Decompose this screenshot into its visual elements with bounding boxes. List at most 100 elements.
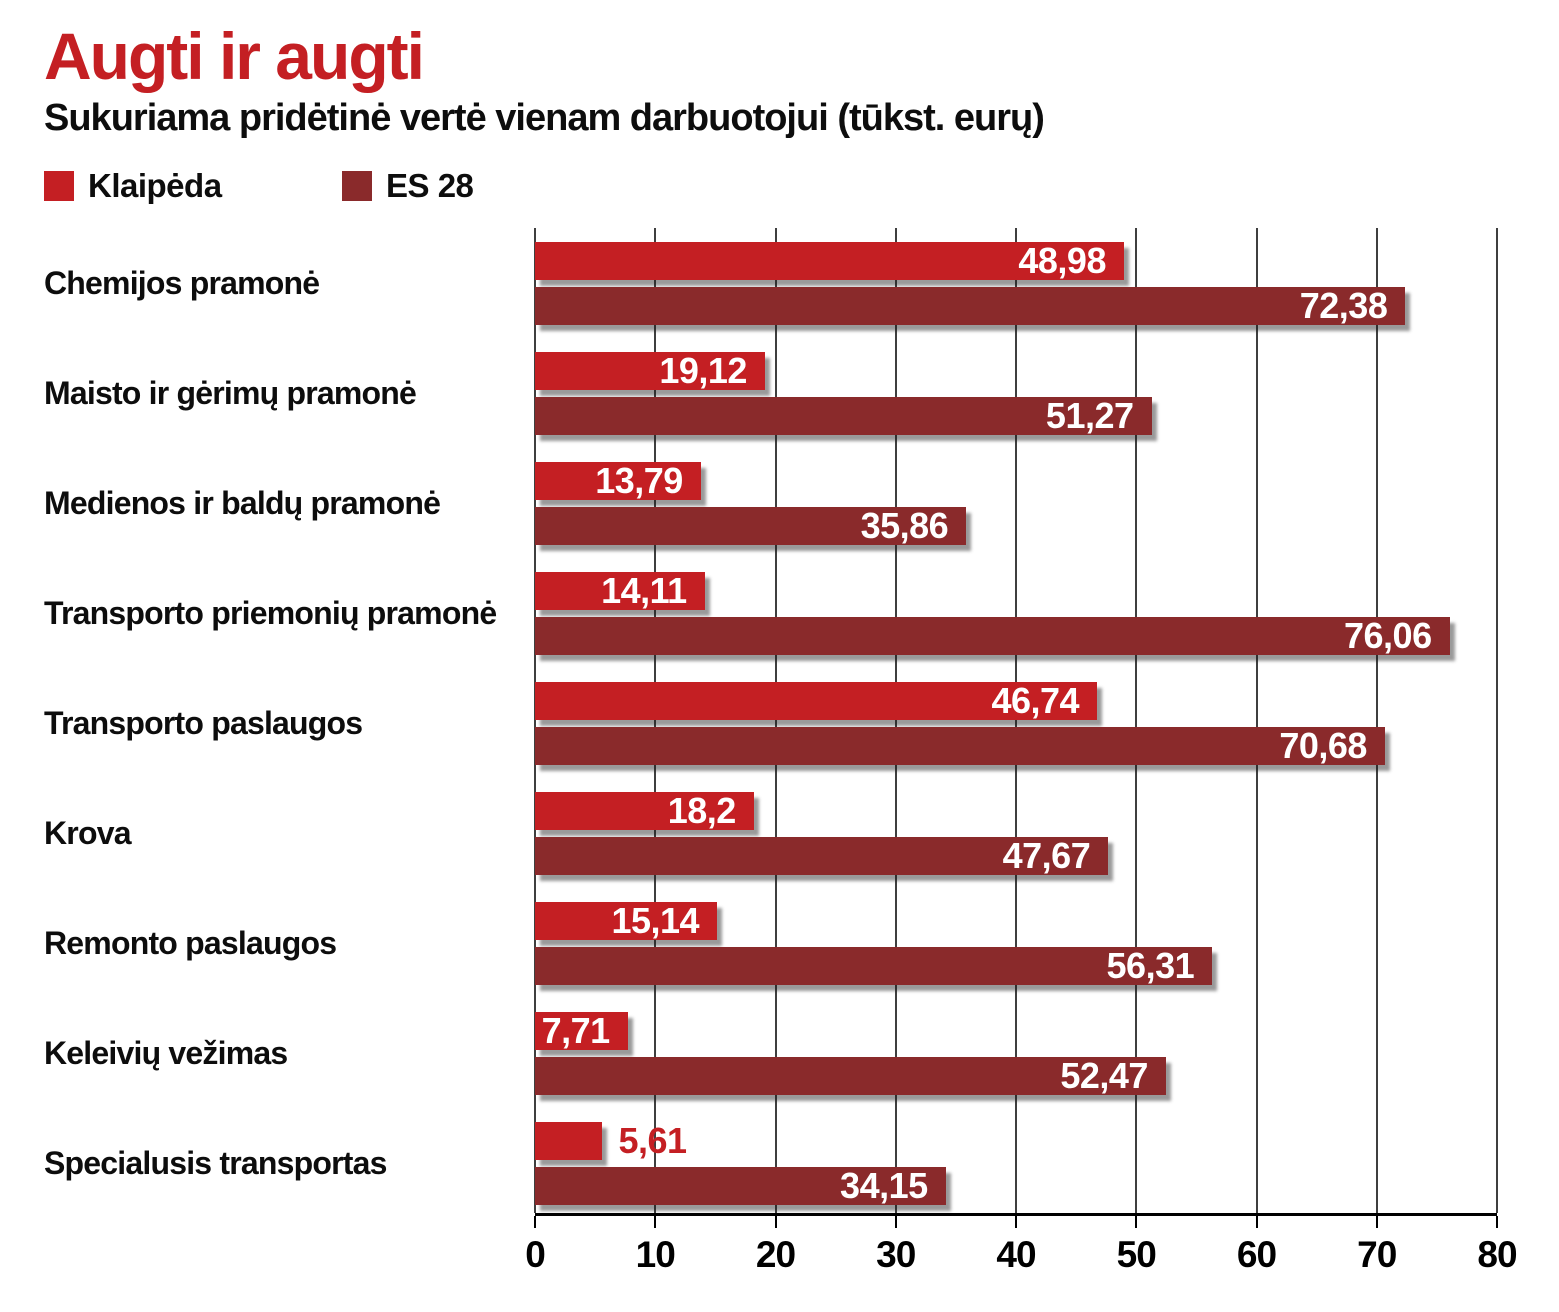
axis-tick bbox=[654, 1215, 657, 1228]
category-label-cell: Specialusis transportas bbox=[44, 1122, 535, 1205]
page-title: Augti ir augti bbox=[44, 19, 425, 93]
bar-value-label: 13,79 bbox=[595, 459, 683, 501]
bar-pair-row: 48,98 72,38 bbox=[535, 239, 1497, 326]
x-axis bbox=[534, 1212, 1498, 1228]
bar-pair-row: 5,61 34,15 bbox=[535, 1121, 1497, 1206]
category-label-cell: Transporto paslaugos bbox=[44, 682, 535, 792]
category-label-cell: Transporto priemonių pramonė bbox=[44, 572, 535, 682]
bar-track: 56,31 bbox=[535, 944, 1497, 986]
bar-track: 48,98 bbox=[535, 239, 1497, 281]
bar-track: 35,86 bbox=[535, 504, 1497, 546]
bar-pair-row: 14,11 76,06 bbox=[535, 569, 1497, 656]
bar-value-label: 15,14 bbox=[611, 899, 700, 941]
legend-item: ES 28 bbox=[342, 167, 640, 205]
axis-tick bbox=[1135, 1215, 1138, 1228]
bar-track: 5,61 bbox=[535, 1121, 1497, 1160]
bar-track: 51,27 bbox=[535, 394, 1497, 436]
klaipeda-bar: 46,74 bbox=[535, 679, 1098, 721]
bar-pair-row: 13,79 35,86 bbox=[535, 459, 1497, 546]
axis-tick-label: 40 bbox=[996, 1233, 1036, 1275]
plot-column: 48,98 72,38 19,12 51,27 13,79 35,86 14,11 76,06… bbox=[525, 227, 1518, 1286]
axis-tick bbox=[534, 1215, 536, 1228]
bar-track: 13,79 bbox=[535, 459, 1497, 501]
bar-track: 7,71 bbox=[535, 1010, 1497, 1051]
gridline bbox=[1135, 227, 1138, 1213]
bar-value-label: 72,38 bbox=[1299, 284, 1388, 326]
category-label-cell: Chemijos pramonė bbox=[44, 242, 535, 352]
axis-tick bbox=[1375, 1215, 1378, 1228]
gridline bbox=[1496, 227, 1498, 1213]
category-label: Specialusis transportas bbox=[44, 1144, 387, 1181]
bar-track: 15,14 bbox=[535, 899, 1497, 941]
bar-value-label: 35,86 bbox=[860, 504, 949, 546]
bar-value-label: 18,2 bbox=[667, 789, 737, 831]
es28-bar: 72,38 bbox=[535, 284, 1406, 326]
category-label-cell: Medienos ir baldų pramonė bbox=[44, 462, 535, 572]
gridline bbox=[654, 227, 657, 1213]
es28-bar: 76,06 bbox=[535, 614, 1450, 656]
klaipeda-bar: 48,98 bbox=[535, 239, 1124, 281]
bar-value-label: 48,98 bbox=[1018, 239, 1106, 281]
bar-rows: 48,98 72,38 19,12 51,27 13,79 35,86 14,11 76,06… bbox=[535, 239, 1497, 1206]
gridline bbox=[774, 227, 777, 1213]
bar-value-label: 51,27 bbox=[1045, 394, 1134, 436]
es28-bar: 52,47 bbox=[535, 1054, 1166, 1096]
bar-track: 19,12 bbox=[535, 349, 1497, 391]
bar-value-label: 70,68 bbox=[1279, 724, 1367, 766]
legend-label: Klaipėda bbox=[88, 166, 222, 204]
bar-pair-row: 18,2 47,67 bbox=[535, 789, 1497, 876]
bar-value-label: 52,47 bbox=[1060, 1054, 1148, 1096]
bar-track: 52,47 bbox=[535, 1054, 1497, 1096]
klaipeda-bar: 18,2 bbox=[535, 789, 754, 831]
bar-pair-row: 7,71 52,47 bbox=[535, 1010, 1497, 1096]
category-label: Medienos ir baldų pramonė bbox=[44, 484, 441, 521]
axis-tick bbox=[1255, 1215, 1258, 1228]
axis-tick bbox=[1496, 1215, 1498, 1228]
bar-track: 70,68 bbox=[535, 724, 1497, 766]
klaipeda-bar: 7,71 bbox=[535, 1010, 628, 1051]
legend-label: ES 28 bbox=[386, 166, 474, 204]
category-label: Transporto priemonių pramonė bbox=[44, 594, 497, 631]
bar-pair-row: 15,14 56,31 bbox=[535, 899, 1497, 986]
category-label: Keleivių vežimas bbox=[44, 1034, 288, 1071]
category-label: Krova bbox=[44, 814, 132, 851]
category-label: Remonto paslaugos bbox=[44, 924, 337, 961]
category-label-cell: Maisto ir gėrimų pramonė bbox=[44, 352, 535, 462]
bar-chart: Chemijos pramonė Maisto ir gėrimų pramonė… bbox=[44, 227, 1559, 1286]
bar-value-label: 56,31 bbox=[1106, 944, 1195, 986]
plot-area: 48,98 72,38 19,12 51,27 13,79 35,86 14,11 76,06… bbox=[534, 227, 1498, 1213]
bar-value-label: 34,15 bbox=[840, 1164, 928, 1206]
category-label-cell: Remonto paslaugos bbox=[44, 902, 535, 1012]
bar-track: 14,11 bbox=[535, 569, 1497, 611]
axis-tick-label: 10 bbox=[635, 1233, 676, 1275]
bar-value-label: 19,12 bbox=[659, 349, 747, 391]
bar-track: 72,38 bbox=[535, 284, 1497, 326]
gridline bbox=[534, 227, 536, 1213]
legend-swatch-icon bbox=[342, 170, 372, 201]
es28-bar: 47,67 bbox=[535, 835, 1109, 876]
axis-tick-label: 20 bbox=[755, 1233, 796, 1275]
gridline bbox=[1375, 227, 1378, 1213]
axis-tick-label: 30 bbox=[876, 1233, 916, 1275]
page-subtitle: Sukuriama pridėtinė vertė vienam darbuot… bbox=[44, 96, 1045, 139]
es28-bar: 70,68 bbox=[535, 724, 1385, 766]
bar-value-label: 14,11 bbox=[601, 569, 687, 611]
axis-tick bbox=[774, 1215, 777, 1228]
gridline bbox=[1255, 227, 1258, 1213]
bar-pair-row: 46,74 70,68 bbox=[535, 679, 1497, 766]
axis-tick-label: 0 bbox=[525, 1233, 546, 1275]
category-label: Chemijos pramonė bbox=[44, 264, 320, 301]
klaipeda-bar: 13,79 bbox=[535, 459, 701, 501]
bar-value-label: 46,74 bbox=[991, 679, 1080, 721]
klaipeda-bar: 14,11 bbox=[535, 569, 705, 611]
es28-bar: 35,86 bbox=[535, 504, 967, 546]
es28-bar: 51,27 bbox=[535, 394, 1152, 436]
bar-value-label: 76,06 bbox=[1344, 614, 1432, 656]
klaipeda-bar: 15,14 bbox=[535, 899, 718, 941]
category-label-cell: Krova bbox=[44, 792, 535, 902]
x-axis-tick-labels: 0 10 20 30 40 50 60 70 80 bbox=[525, 1233, 1517, 1286]
gridline bbox=[1015, 227, 1017, 1213]
es28-bar: 34,15 bbox=[535, 1164, 946, 1206]
bar-track: 46,74 bbox=[535, 679, 1497, 721]
